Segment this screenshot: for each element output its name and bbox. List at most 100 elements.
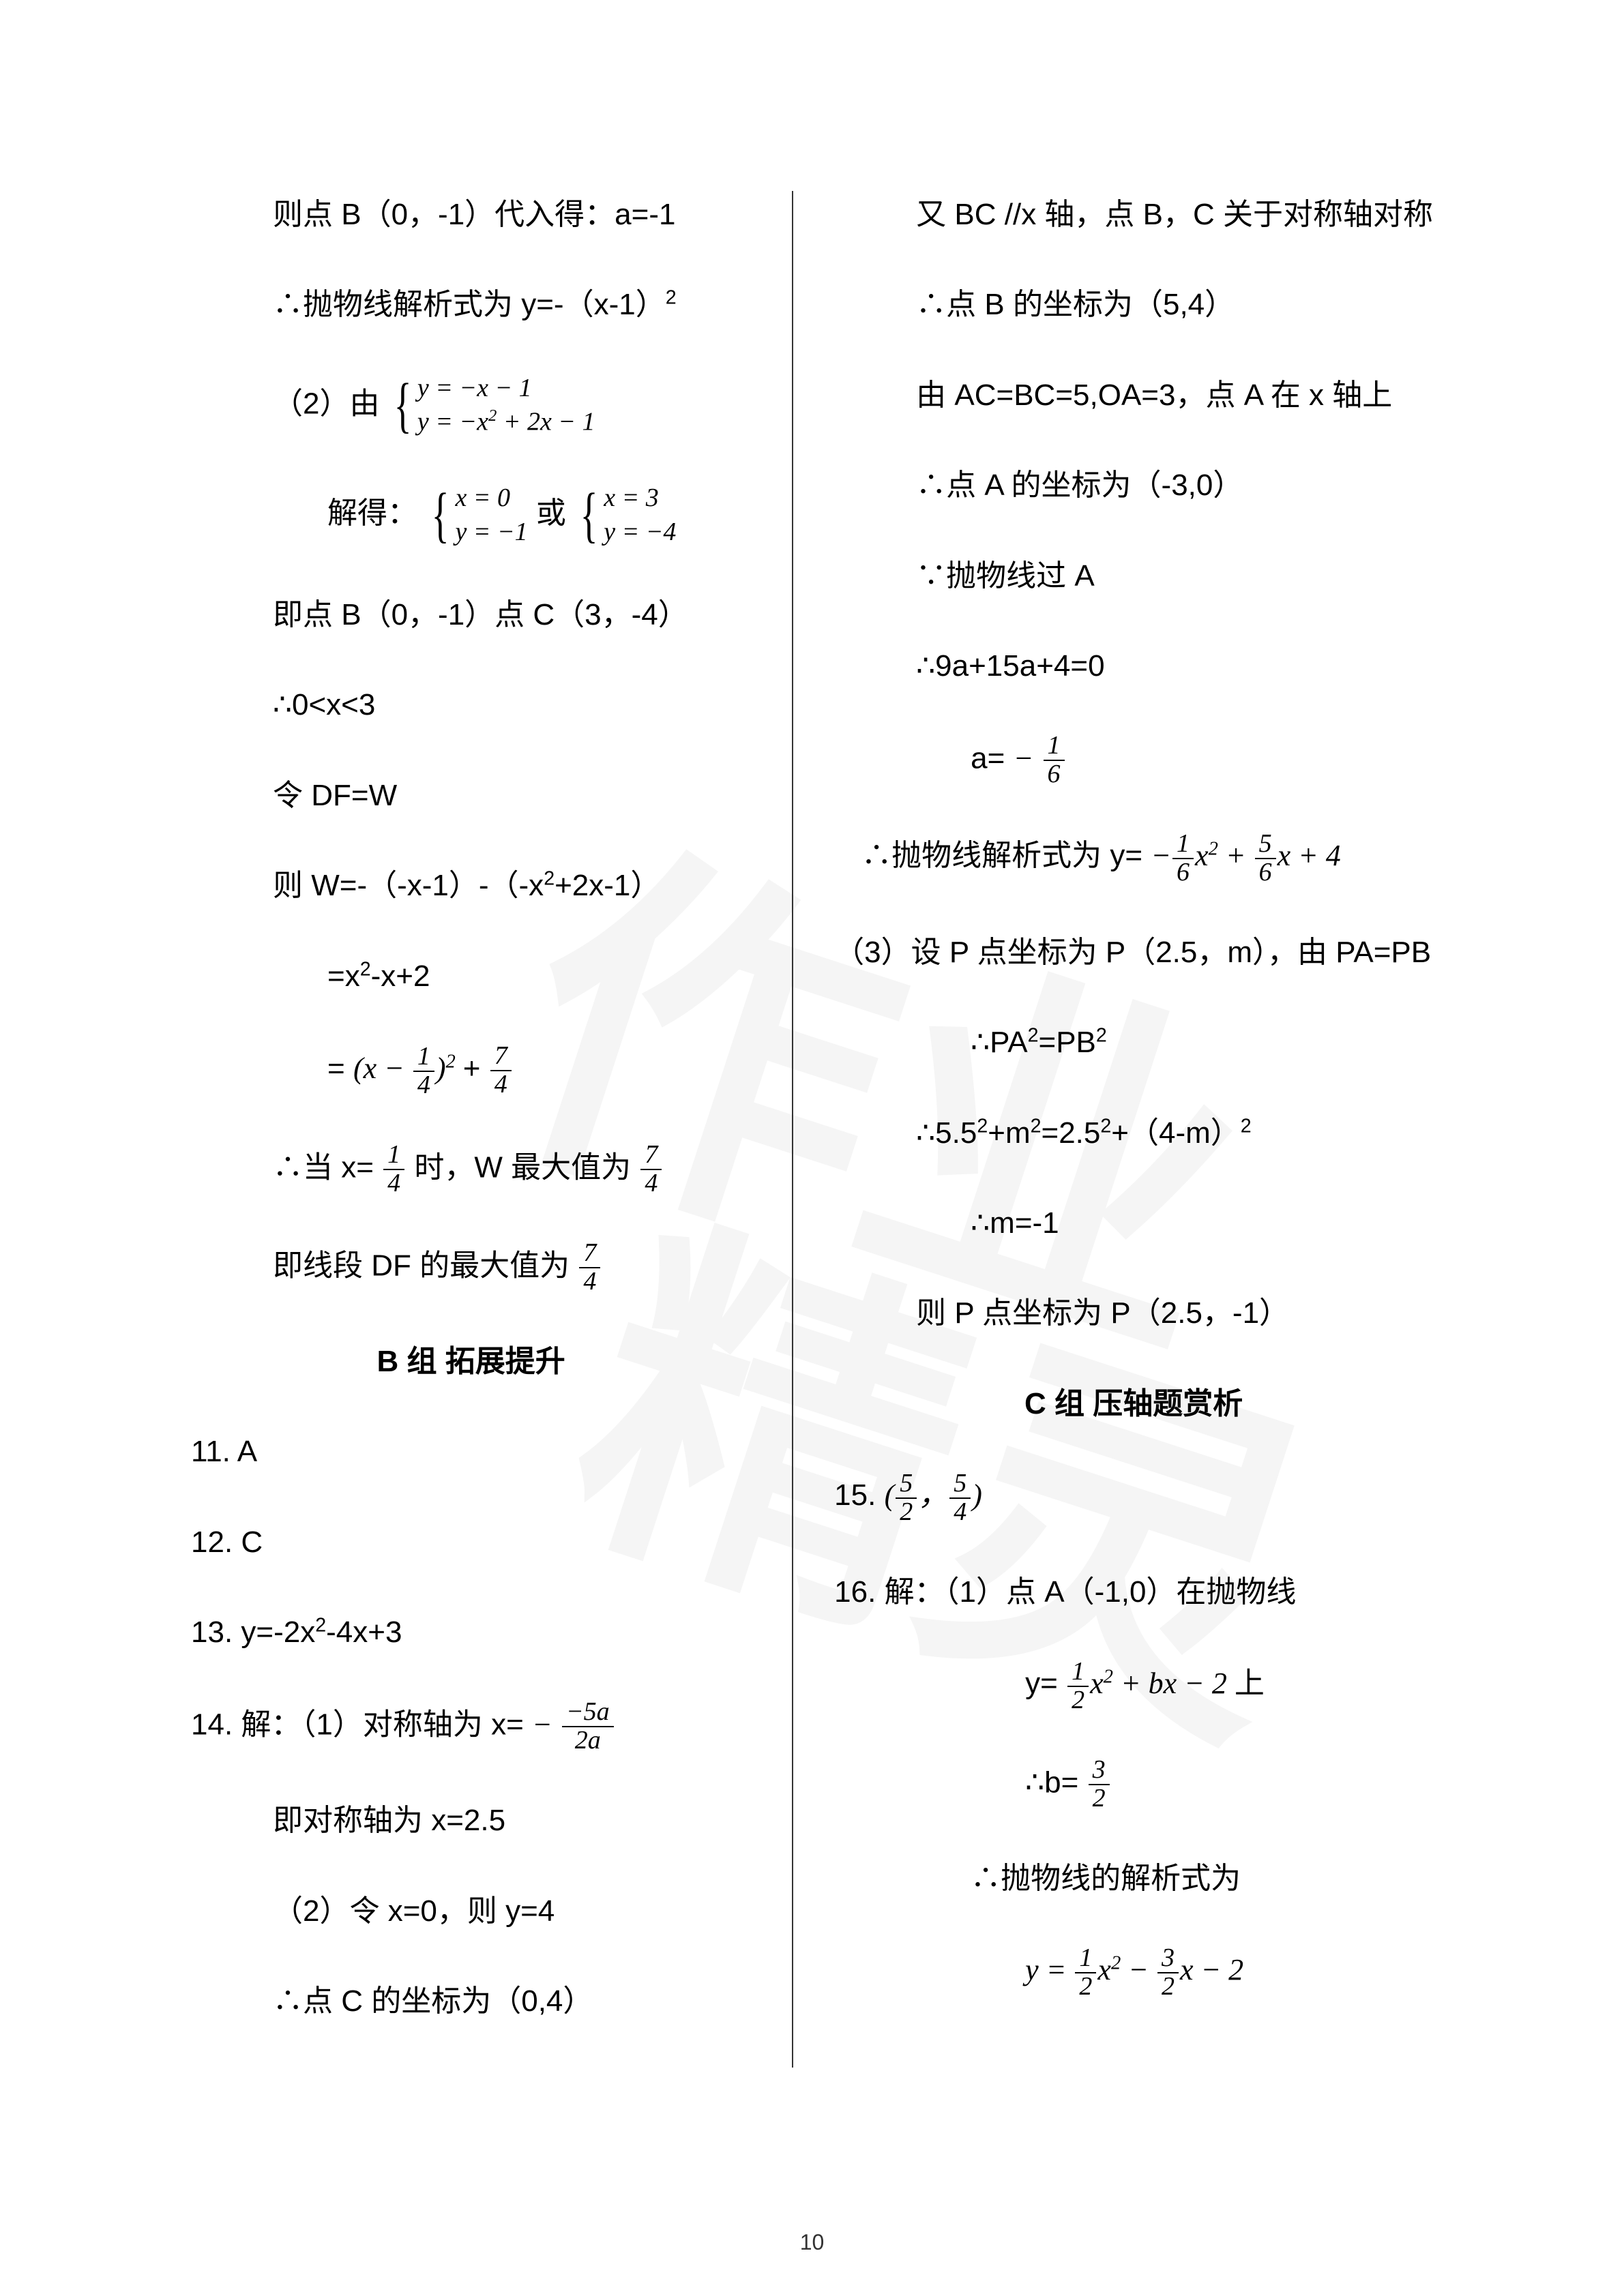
text-line: ∴抛物线解析式为 y=-（x-1）2 (191, 281, 751, 329)
text-line: ∴点 A 的坐标为（-3,0） (834, 462, 1433, 509)
fraction: 14 (383, 1142, 404, 1197)
superscript: 2 (1241, 1115, 1252, 1137)
text-line: ∴当 x= 14 时，W 最大值为 74 (191, 1142, 751, 1197)
text: y= (1025, 1667, 1058, 1700)
text: ∴抛物线解析式为 y= (861, 839, 1142, 872)
text: 14. 解：（1）对称轴为 x= (191, 1708, 524, 1742)
fraction: 74 (490, 1043, 512, 1099)
left-column: 则点 B（0，-1）代入得：a=-1 ∴抛物线解析式为 y=-（x-1）2 （2… (191, 191, 751, 2068)
text-line: ∴0<x<3 (191, 681, 751, 729)
text: =x (327, 959, 360, 993)
eq-row: y = −4 (604, 516, 676, 549)
text: 上 (1235, 1667, 1265, 1700)
left-brace-icon: { (580, 491, 598, 540)
text: 15. (834, 1478, 884, 1512)
text: +2x-1） (555, 869, 660, 902)
text: ∴5.5 (916, 1116, 977, 1150)
text: 即线段 DF 的最大值为 (273, 1249, 570, 1283)
fraction: 74 (640, 1142, 662, 1197)
text-line: a= − 16 (834, 732, 1433, 788)
section-heading-b: B 组 拓展提升 (191, 1338, 751, 1386)
text-line: （2）由 { y = −x − 1 y = −x2 + 2x − 1 (191, 372, 751, 439)
superscript: 2 (360, 958, 371, 980)
text-line: （2）令 x=0，则 y=4 (191, 1888, 751, 1935)
superscript: 2 (1096, 1025, 1107, 1047)
text: -x+2 (371, 959, 430, 993)
text-line: 即线段 DF 的最大值为 74 (191, 1240, 751, 1296)
text: a= (971, 742, 1005, 775)
text-line: ∴m=-1 (834, 1199, 1433, 1247)
text-line: 则 P 点坐标为 P（2.5，-1） (834, 1289, 1433, 1337)
equation-line: y = 12x2 − 32x − 2 (834, 1945, 1433, 2001)
superscript: 2 (1028, 1025, 1039, 1047)
equation-system: { x = 0 y = −1 (426, 481, 527, 549)
text-line: 解得： { x = 0 y = −1 或 { x = 3 y = −4 (191, 481, 751, 549)
text-line: ∴9a+15a+4=0 (834, 642, 1433, 690)
math-expr: 12x2 + bx − 2 (1066, 1667, 1235, 1700)
text: ∴PA (971, 1026, 1027, 1059)
equation-system: { y = −x − 1 y = −x2 + 2x − 1 (388, 372, 595, 439)
answer-line: 11. A (191, 1428, 751, 1476)
text: 时，W 最大值为 (414, 1151, 631, 1184)
superscript: 2 (977, 1115, 988, 1137)
text: =PB (1039, 1026, 1096, 1059)
text-line: ∵抛物线过 A (834, 552, 1433, 600)
fraction: 32 (1157, 1945, 1179, 2001)
text-line: 则 W=-（-x-1）-（-x2+2x-1） (191, 862, 751, 910)
text-line: 即对称轴为 x=2.5 (191, 1797, 751, 1845)
text-line: ∴5.52+m2=2.52+（4-m）2 (834, 1109, 1433, 1157)
fraction: 12 (1075, 1945, 1096, 2001)
text-line: ∴b= 32 (834, 1757, 1433, 1813)
eq-row: y = −x − 1 (417, 372, 595, 405)
text: ∴b= (1025, 1766, 1078, 1800)
text-line: = (x − 14)2 + 74 (191, 1043, 751, 1099)
math-expr: (x − 14)2 (353, 1052, 463, 1085)
text-line: 又 BC //x 轴，点 B，C 关于对称轴对称 (834, 191, 1433, 239)
text: +（4-m） (1111, 1116, 1240, 1150)
text-line: ∴PA2=PB2 (834, 1019, 1433, 1067)
text-line: 即点 B（0，-1）点 C（3，-4） (191, 591, 751, 639)
text: + (463, 1052, 489, 1085)
text: +m (988, 1116, 1030, 1150)
text: 则 W=-（-x-1）-（-x (273, 869, 544, 902)
answer-line: 14. 解：（1）对称轴为 x= − −5a2a (191, 1699, 751, 1755)
column-divider (792, 191, 793, 2068)
text-line: =x2-x+2 (191, 953, 751, 1000)
text-line: ∴点 C 的坐标为（0,4） (191, 1978, 751, 2025)
text: = (327, 1052, 345, 1085)
superscript: 2 (666, 287, 677, 309)
answer-line: 12. C (191, 1519, 751, 1566)
text: 解得： (327, 496, 417, 530)
text: （2）由 (273, 387, 379, 420)
fraction: 74 (579, 1240, 600, 1296)
superscript: 2 (544, 868, 555, 890)
math-expr: − (1014, 742, 1034, 775)
text-line: ∴抛物线的解析式为 (834, 1855, 1433, 1903)
text-line: （3）设 P 点坐标为 P（2.5，m），由 PA=PB (834, 929, 1433, 976)
text: ∴抛物线解析式为 y=-（x-1） (273, 288, 666, 321)
fraction: 32 (1089, 1757, 1110, 1813)
answer-line: 13. y=-2x2-4x+3 (191, 1609, 751, 1656)
answer-line: 16. 解：（1）点 A（-1,0）在抛物线 (834, 1568, 1433, 1616)
eq-row: x = 3 (604, 481, 676, 515)
math-expr: −16x2 + 56x + 4 (1151, 839, 1340, 872)
left-brace-icon: { (432, 491, 449, 540)
answer-line: 15. (52，54) (834, 1470, 1433, 1526)
text: 或 (536, 496, 566, 530)
eq-row: x = 0 (455, 481, 527, 515)
text: ∴当 x= (273, 1151, 374, 1184)
text: =2.5 (1042, 1116, 1101, 1150)
text: 13. y=-2x (191, 1615, 315, 1649)
eq-row: y = −x2 + 2x − 1 (417, 405, 595, 439)
text: y = (1025, 1953, 1074, 1986)
superscript: 2 (1100, 1115, 1111, 1137)
equation-system: { x = 3 y = −4 (574, 481, 676, 549)
page-number: 10 (0, 2230, 1624, 2255)
text-line: ∴抛物线解析式为 y= −16x2 + 56x + 4 (834, 831, 1433, 886)
fraction: −5a2a (562, 1699, 614, 1755)
eq-row: y = −1 (455, 516, 527, 549)
math-expr: (52，54) (885, 1478, 982, 1512)
text-line: 由 AC=BC=5,OA=3，点 A 在 x 轴上 (834, 372, 1433, 419)
text-line: y= 12x2 + bx − 2 上 (834, 1658, 1433, 1714)
fraction: 16 (1044, 732, 1065, 788)
